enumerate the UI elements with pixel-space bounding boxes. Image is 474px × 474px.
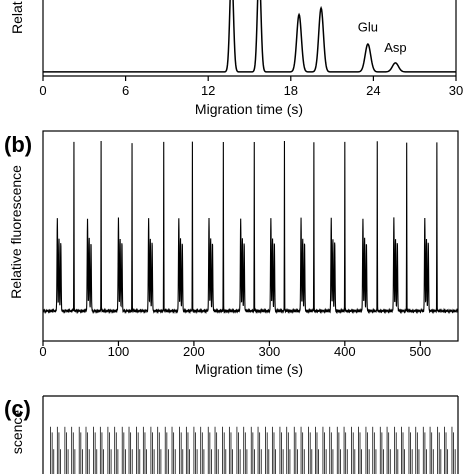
panel-b-xlabel: Migration time (s) <box>195 361 303 377</box>
panel-b-electropherogram-trace <box>42 140 459 315</box>
panel-a-xlabel: Migration time (s) <box>195 101 303 117</box>
panel-b-label: (b) <box>4 132 32 157</box>
panel-b-x-tick-label: 300 <box>259 344 281 359</box>
panel-a: Relat 0 6 12 18 24 30 Glu Asp Migration time … <box>9 0 463 117</box>
panel-b-x-tick-label: 0 <box>39 344 46 359</box>
panel-b-x-tick-label: 200 <box>183 344 205 359</box>
panel-b-x-tick-label: 100 <box>108 344 130 359</box>
panel-a-x-ticks: 0 6 12 18 24 30 <box>39 76 463 98</box>
panel-b-x-ticks: 0 100 200 300 400 500 <box>39 341 431 359</box>
panel-c-label: (c) <box>4 396 31 421</box>
panel-a-ylabel: Relat <box>9 1 25 34</box>
panel-b-x-tick-label: 500 <box>409 344 431 359</box>
panel-a-x-tick-label: 6 <box>122 83 129 98</box>
panel-a-annotation-glu: Glu <box>358 20 378 35</box>
panel-a-electropherogram-trace <box>43 0 456 73</box>
panel-a-x-tick-label: 0 <box>39 83 46 98</box>
panel-a-x-tick-label: 30 <box>449 83 463 98</box>
panel-a-annotation-asp: Asp <box>384 40 406 55</box>
panel-b-x-tick-label: 400 <box>334 344 356 359</box>
panel-a-x-tick-label: 12 <box>201 83 215 98</box>
panel-a-x-tick-label: 18 <box>284 83 298 98</box>
panel-b-plot-area <box>42 130 459 342</box>
panel-c-ylabel: scence <box>9 410 25 455</box>
panel-b-frame <box>42 130 459 342</box>
panel-c-trace <box>50 426 456 474</box>
panel-c: (c) scence <box>4 395 459 474</box>
panel-a-x-tick-label: 24 <box>366 83 380 98</box>
panel-c-plot-area <box>42 395 459 474</box>
panel-b-ylabel: Relative fluorescence <box>8 165 24 299</box>
panel-a-plot-area <box>42 0 457 77</box>
panel-b: (b) Relative fluorescence 0 100 200 300 400 5… <box>4 130 459 377</box>
